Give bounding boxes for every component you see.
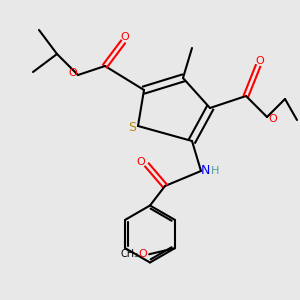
- Text: O: O: [68, 68, 77, 78]
- Text: O: O: [255, 56, 264, 66]
- Text: CH₃: CH₃: [121, 249, 139, 259]
- Text: N: N: [201, 164, 210, 178]
- Text: S: S: [129, 121, 136, 134]
- Text: O: O: [136, 157, 146, 167]
- Text: O: O: [268, 113, 278, 124]
- Text: O: O: [138, 249, 147, 259]
- Text: H: H: [211, 166, 220, 176]
- Text: O: O: [120, 32, 129, 42]
